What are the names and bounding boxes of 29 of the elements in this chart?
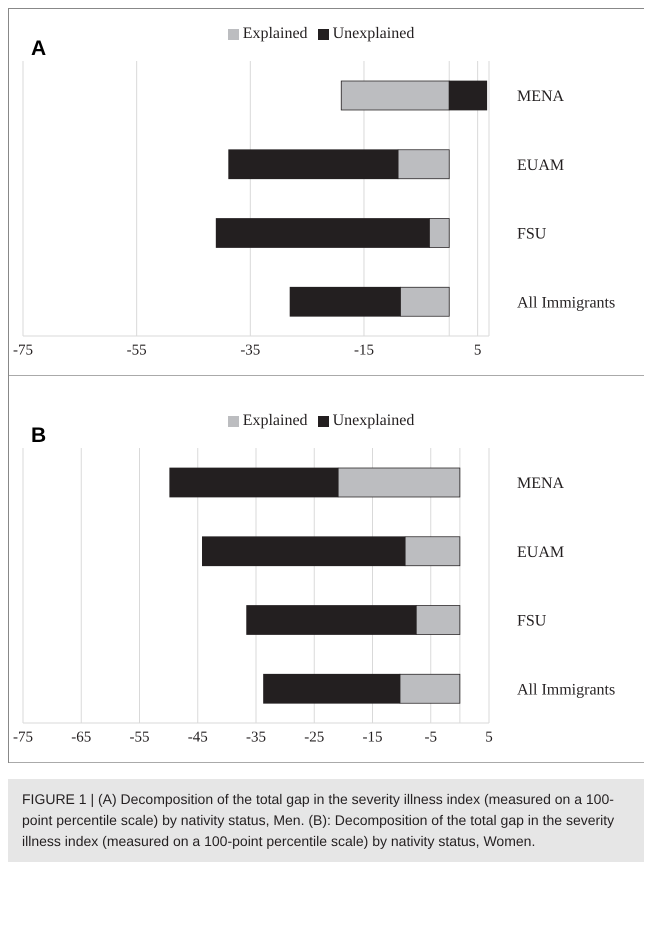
x-tick-label: 5 bbox=[474, 342, 482, 359]
y-tick-label: All Immigrants bbox=[517, 294, 616, 312]
y-tick-label: FSU bbox=[517, 612, 547, 630]
x-tick-label: -35 bbox=[246, 730, 266, 746]
x-tick-label: -65 bbox=[71, 730, 92, 746]
y-tick-label: EUAM bbox=[517, 156, 564, 174]
legend-label: Unexplained bbox=[332, 412, 414, 429]
x-tick-label: 5 bbox=[485, 730, 493, 746]
x-tick-label: -75 bbox=[13, 730, 33, 746]
x-tick-label: -35 bbox=[240, 342, 260, 359]
y-tick-label: EUAM bbox=[517, 544, 564, 561]
x-tick-label: -25 bbox=[304, 730, 324, 746]
x-tick-label: -15 bbox=[362, 730, 382, 746]
chart-title: A bbox=[31, 37, 46, 61]
legend-label: Explained bbox=[242, 25, 308, 42]
x-tick-label: -45 bbox=[188, 730, 208, 746]
x-tick-label: -5 bbox=[424, 730, 437, 746]
y-tick-label: MENA bbox=[517, 88, 565, 106]
y-tick-label: FSU bbox=[517, 226, 547, 243]
legend-label: Unexplained bbox=[332, 25, 414, 42]
chart-title: B bbox=[31, 424, 46, 448]
caption: FIGURE 1 | (A) Decomposition of the total gap in the severity illness index (measured on a 100-point percentile scale) by nativity status, Men. (B): Decomposition of the total gap in the severity illness index (measured on a 100-point percentile scale) by nativity status, Women. bbox=[22, 791, 614, 849]
x-tick-label: -55 bbox=[126, 342, 147, 359]
legend-label: Explained bbox=[242, 412, 308, 429]
x-tick-label: -55 bbox=[130, 730, 150, 746]
y-tick-label: All Immigrants bbox=[517, 681, 616, 698]
x-tick-label: -15 bbox=[354, 342, 374, 359]
x-tick-label: -75 bbox=[13, 342, 33, 359]
y-tick-label: MENA bbox=[517, 475, 565, 492]
